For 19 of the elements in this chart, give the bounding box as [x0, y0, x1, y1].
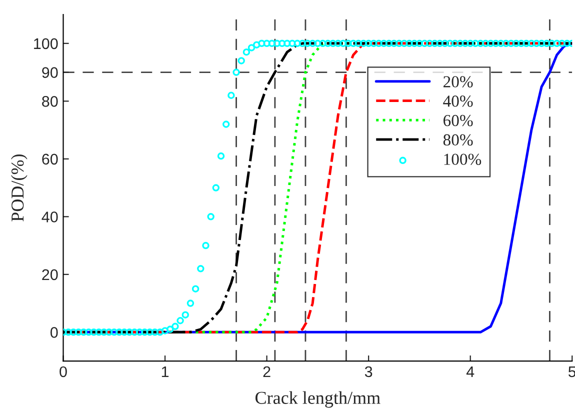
x-axis-title: Crack length/mm — [256, 391, 380, 408]
legend-label: 40% — [443, 96, 473, 107]
legend-label: 60% — [444, 114, 473, 126]
x-tick-label: 2 — [263, 366, 270, 377]
y-tick-label: 20 — [42, 269, 58, 280]
y-tick-label: 80 — [42, 96, 58, 107]
x-tick-label: 0 — [60, 366, 67, 378]
y-tick-label: 0 — [50, 327, 58, 338]
y-tick-label: 40 — [42, 212, 58, 222]
legend-label: 20% — [444, 76, 473, 88]
x-tick-label: 3 — [364, 366, 372, 378]
legend-label: 80% — [443, 134, 473, 146]
y-tick-label: 100 — [34, 38, 58, 50]
y-tick-label: 90 — [42, 67, 58, 78]
legend-label: 100% — [444, 154, 482, 165]
x-tick-label: 4 — [466, 366, 474, 377]
x-tick-label: 1 — [162, 366, 169, 377]
y-tick-label: 60 — [42, 154, 58, 165]
y-axis-title: POD/(%) — [10, 154, 28, 222]
